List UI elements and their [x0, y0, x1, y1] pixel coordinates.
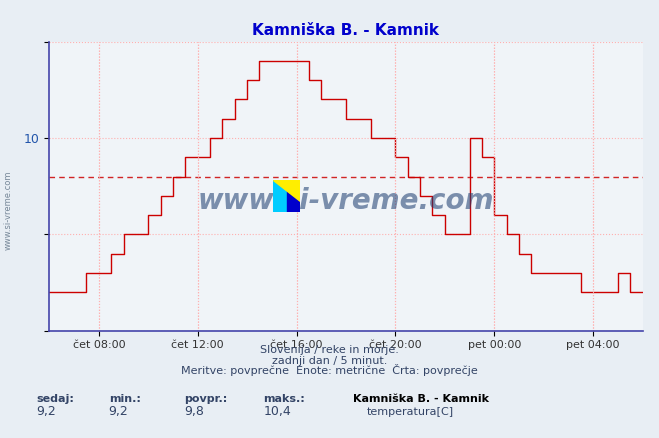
- Polygon shape: [273, 180, 300, 201]
- Text: www.si-vreme.com: www.si-vreme.com: [198, 187, 494, 215]
- Text: Meritve: povprečne  Enote: metrične  Črta: povprečje: Meritve: povprečne Enote: metrične Črta:…: [181, 364, 478, 377]
- Text: temperatura[C]: temperatura[C]: [367, 407, 454, 417]
- Text: 9,2: 9,2: [109, 405, 129, 418]
- Text: min.:: min.:: [109, 394, 140, 404]
- Text: zadnji dan / 5 minut.: zadnji dan / 5 minut.: [272, 356, 387, 366]
- Title: Kamniška B. - Kamnik: Kamniška B. - Kamnik: [252, 23, 440, 38]
- Text: 10,4: 10,4: [264, 405, 291, 418]
- Text: Kamniška B. - Kamnik: Kamniška B. - Kamnik: [353, 394, 488, 404]
- Text: sedaj:: sedaj:: [36, 394, 74, 404]
- Text: povpr.:: povpr.:: [185, 394, 228, 404]
- Text: 9,8: 9,8: [185, 405, 204, 418]
- Bar: [273, 180, 287, 212]
- Bar: [287, 180, 300, 212]
- Text: maks.:: maks.:: [264, 394, 305, 404]
- Text: www.si-vreme.com: www.si-vreme.com: [3, 170, 13, 250]
- Text: 9,2: 9,2: [36, 405, 56, 418]
- Text: Slovenija / reke in morje.: Slovenija / reke in morje.: [260, 345, 399, 355]
